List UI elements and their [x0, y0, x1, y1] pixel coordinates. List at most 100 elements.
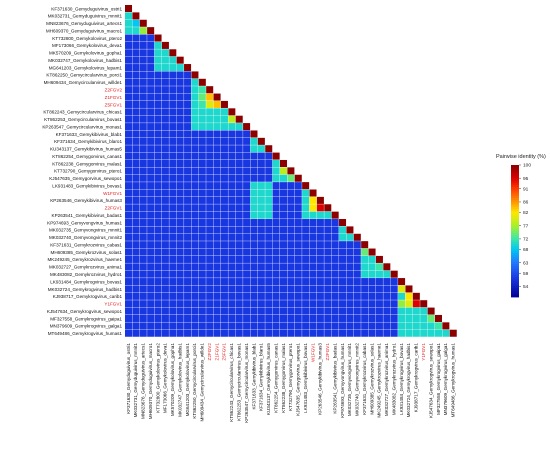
- heatmap-cell: [368, 285, 376, 293]
- heatmap-cell: [176, 189, 184, 197]
- heatmap-cell: [383, 322, 391, 330]
- heatmap-cell: [184, 292, 192, 300]
- heatmap-cell: [176, 108, 184, 116]
- heatmap-cell: [368, 248, 376, 256]
- heatmap-cell: [228, 278, 236, 286]
- row-labels: KF371630_Gemyduguivirus_ostri1 MK032731_G…: [42, 6, 122, 336]
- heatmap-cell: [206, 108, 214, 116]
- heatmap-cell: [309, 219, 317, 227]
- heatmap-cell: [206, 204, 214, 212]
- heatmap-cell: [383, 329, 391, 337]
- heatmap-cell: [235, 270, 243, 278]
- heatmap-cell: [213, 189, 221, 197]
- legend-tick-label: 82: [523, 210, 529, 216]
- heatmap-cell: [161, 78, 169, 86]
- heatmap-cell: [331, 278, 339, 286]
- heatmap-cell: [279, 285, 288, 293]
- heatmap-cell: [132, 115, 140, 123]
- heatmap-cell: [228, 174, 236, 182]
- heatmap-cell: [220, 241, 228, 249]
- heatmap-cell: [206, 167, 214, 175]
- heatmap-cell: [420, 322, 428, 330]
- heatmap-cell: [228, 263, 236, 271]
- heatmap-cell: [353, 322, 361, 330]
- heatmap-cell: [250, 211, 258, 219]
- heatmap-cell: [206, 285, 214, 293]
- legend-color-step: [511, 191, 519, 194]
- heatmap-cell: [294, 211, 302, 219]
- heatmap-cell: [147, 307, 155, 315]
- heatmap-cell: [139, 115, 147, 123]
- heatmap-cell: [235, 196, 243, 204]
- heatmap-cell: [198, 292, 206, 300]
- heatmap-cell: [346, 300, 354, 308]
- heatmap-cell: [176, 130, 184, 138]
- heatmap-cell: [272, 314, 280, 322]
- heatmap-cell: [139, 159, 147, 168]
- heatmap-cell: [206, 233, 214, 241]
- heatmap-cell: [324, 241, 332, 249]
- heatmap-cell: [139, 49, 147, 57]
- heatmap-cell: [184, 71, 192, 79]
- heatmap-cell: [184, 211, 192, 219]
- heatmap-cell: [213, 145, 221, 153]
- heatmap-cell: [272, 329, 280, 337]
- heatmap-cell: [257, 152, 265, 160]
- heatmap-cell: [184, 314, 192, 322]
- heatmap-cell: [154, 86, 162, 94]
- legend-color-step: [511, 233, 519, 236]
- heatmap-cell: [309, 263, 317, 271]
- column-label: MK570209_Gemykolovirus_gopha1: [170, 343, 175, 416]
- heatmap-cell: [339, 314, 347, 322]
- heatmap-cell: [125, 130, 133, 138]
- heatmap-cell: [279, 307, 288, 315]
- heatmap-cell: [250, 226, 258, 234]
- heatmap-cell: [161, 130, 169, 138]
- heatmap-cell: [198, 233, 206, 241]
- heatmap-cell: [184, 196, 192, 204]
- column-label: MG641203_Gemykolovirus_lepam1: [185, 343, 190, 417]
- heatmap-cell: [287, 204, 295, 212]
- heatmap-cell: [169, 56, 177, 64]
- legend-color-step: [511, 171, 519, 175]
- heatmap-cell: [257, 263, 265, 271]
- heatmap-cell: [191, 292, 199, 300]
- legend-color-step: [511, 253, 519, 256]
- heatmap-cell: [132, 86, 140, 94]
- heatmap-cell: [272, 248, 280, 256]
- heatmap-cell: [272, 167, 280, 175]
- heatmap-cell: [220, 263, 228, 271]
- heatmap-cell: [375, 307, 383, 315]
- row-label: MK032724_Gemykrogvirus_hadbis1: [48, 287, 123, 292]
- heatmap-cell: [154, 130, 162, 138]
- heatmap-cell: [198, 270, 206, 278]
- heatmap-cell: [309, 292, 317, 300]
- heatmap-cell: [176, 71, 184, 79]
- heatmap-cell: [191, 152, 199, 160]
- heatmap-cell: [324, 278, 332, 286]
- heatmap-cell: [132, 278, 140, 286]
- heatmap-cell: [353, 255, 361, 263]
- heatmap-cell: [228, 322, 236, 330]
- heatmap-cell: [154, 314, 162, 322]
- column-label: MT649486_Gemykrogvirus_humas1: [451, 343, 456, 418]
- heatmap-cell: [353, 270, 361, 278]
- heatmap-cell: [191, 329, 199, 337]
- heatmap-cell: [272, 307, 280, 315]
- heatmap-cell: [125, 292, 133, 300]
- heatmap-cell: [169, 278, 177, 286]
- heatmap-cell: [132, 196, 140, 204]
- heatmap-cell: [265, 248, 273, 256]
- heatmap-cell: [220, 167, 228, 175]
- heatmap-cell: [287, 314, 295, 322]
- heatmap-cell: [390, 307, 398, 315]
- heatmap-cell: [139, 300, 147, 308]
- heatmap-cell: [132, 41, 140, 49]
- heatmap-cell: [176, 78, 184, 86]
- heatmap-cell: [324, 226, 332, 234]
- heatmap-cell: [125, 255, 133, 263]
- heatmap-cell: [287, 278, 295, 286]
- color-legend: Pairwise identity (%) 100 95 91 86 82 77 72 68 6…: [496, 154, 546, 298]
- heatmap-cell: [139, 307, 147, 315]
- column-label: KF371631_Gemykrozvirus_cabas1: [362, 343, 367, 415]
